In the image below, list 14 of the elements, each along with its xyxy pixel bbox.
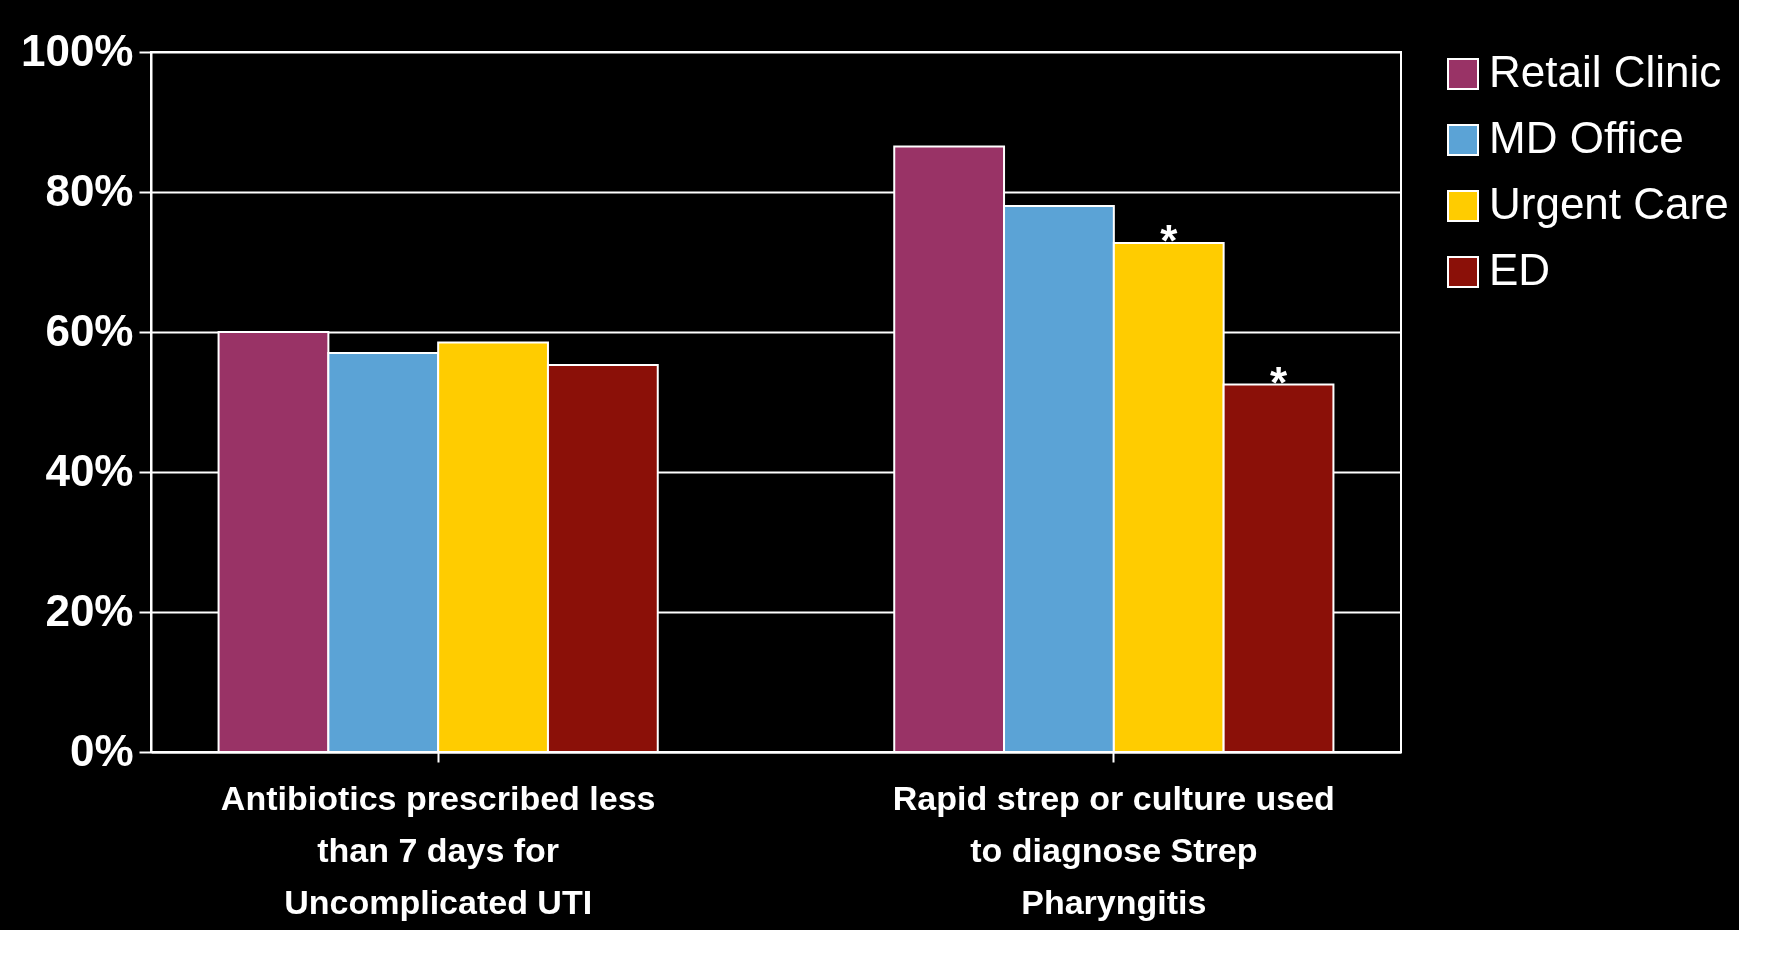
annotation: * — [1269, 357, 1288, 407]
legend-label: Retail Clinic — [1489, 47, 1722, 96]
legend-label: MD Office — [1489, 113, 1684, 162]
annotation: * — [1160, 216, 1179, 266]
x-tick-label: Antibiotics prescribed less than 7 days for Uncomplicated UTI — [220, 778, 656, 921]
y-tick-label: 100% — [20, 25, 134, 75]
x-tick-label: Rapid strep or culture used to diagnose Strep Pharyngitis — [892, 778, 1335, 921]
y-tick-label: 0% — [69, 725, 134, 775]
y-tick-label: 40% — [45, 445, 134, 495]
legend-label: Urgent Care — [1489, 179, 1729, 228]
legend-label: ED — [1489, 245, 1551, 294]
y-tick-label: 80% — [45, 165, 134, 215]
y-tick-label: 60% — [45, 305, 134, 355]
y-tick-label: 20% — [45, 585, 134, 635]
